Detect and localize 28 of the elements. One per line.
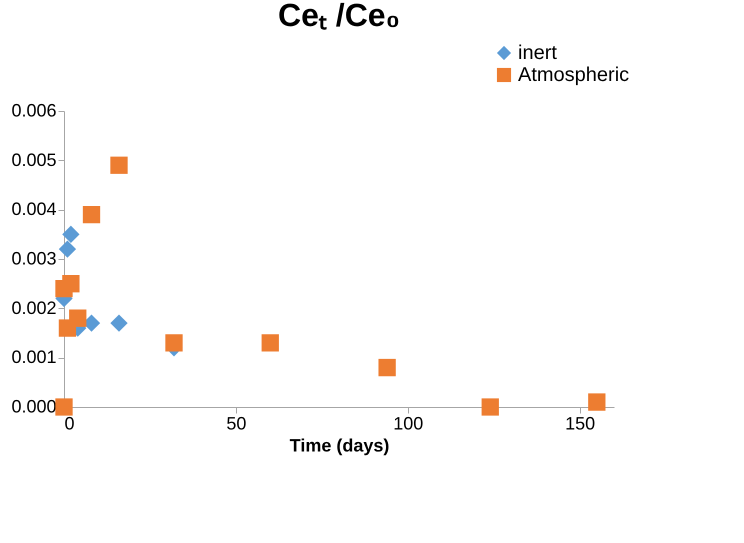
point bbox=[262, 334, 279, 352]
point bbox=[69, 310, 86, 327]
chart-title: Ceₜ /Ce₀ bbox=[278, 0, 400, 33]
x-tick-label: 150 bbox=[565, 414, 596, 434]
y-tick-label: 0.001 bbox=[11, 347, 56, 368]
x-tick-label: 50 bbox=[226, 414, 246, 434]
x-axis-title: Time (days) bbox=[290, 436, 390, 456]
point bbox=[82, 206, 100, 224]
point bbox=[58, 240, 76, 258]
legend-label: inert bbox=[518, 42, 558, 64]
y-tick-label: 0.000 bbox=[11, 396, 56, 416]
point bbox=[62, 275, 80, 292]
point bbox=[378, 358, 396, 376]
y-tick-label: 0.006 bbox=[11, 100, 56, 120]
point bbox=[62, 226, 80, 243]
point bbox=[482, 398, 499, 416]
point bbox=[165, 334, 183, 352]
x-tick-label: 100 bbox=[393, 414, 424, 434]
point bbox=[588, 393, 606, 411]
y-tick-label: 0.005 bbox=[11, 150, 56, 170]
y-tick-label: 0.002 bbox=[11, 298, 56, 318]
y-tick-label: 0.003 bbox=[11, 248, 56, 268]
y-tick-label: 0.004 bbox=[11, 199, 56, 220]
point bbox=[110, 156, 128, 174]
point bbox=[55, 398, 73, 416]
legend-label: Atmospheric bbox=[518, 64, 630, 86]
x-tick-label: 0 bbox=[64, 414, 75, 434]
point bbox=[110, 314, 128, 332]
